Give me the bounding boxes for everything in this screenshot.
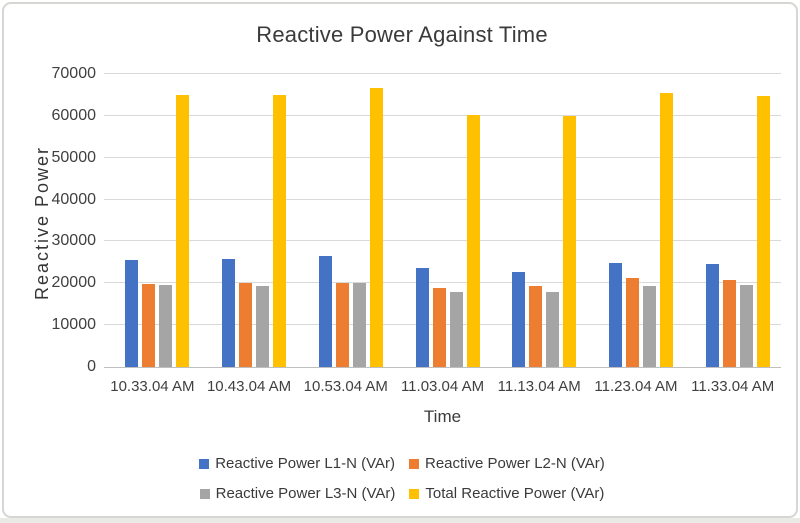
x-axis-title: Time <box>423 407 462 426</box>
bar <box>642 286 656 367</box>
bar-group-1 <box>104 74 201 367</box>
y-tick-label: 0 <box>87 358 96 375</box>
bar <box>125 260 139 367</box>
y-tick-label: 70000 <box>51 65 97 82</box>
y-tick-label: 40000 <box>51 191 97 208</box>
bar-group-6 <box>588 74 685 367</box>
legend-item: Reactive Power L2-N (VAr) <box>409 455 605 472</box>
bar <box>722 280 736 367</box>
plot-area <box>104 73 781 368</box>
gridline-y-60000 <box>104 115 781 116</box>
legend-label: Reactive Power L3-N (VAr) <box>215 485 396 502</box>
bar <box>449 292 463 367</box>
chart-title: Reactive Power Against Time <box>256 22 548 47</box>
legend-label: Reactive Power L2-N (VAr) <box>425 455 605 472</box>
x-tick-label: 10.43.04 AM <box>206 378 292 395</box>
y-tick-label: 10000 <box>51 316 97 333</box>
legend-row-1: Reactive Power L1-N (VAr) Reactive Power … <box>199 455 605 472</box>
legend-row-2: Reactive Power L3-N (VAr) Total Reactive … <box>199 485 604 502</box>
y-tick-label: 20000 <box>51 274 97 291</box>
bar <box>512 272 526 367</box>
gridline-y-40000 <box>104 199 781 200</box>
bar <box>625 278 639 367</box>
bar <box>318 256 332 367</box>
bar <box>608 263 622 367</box>
x-tick-label: 11.03.04 AM <box>400 378 485 395</box>
bar <box>529 286 543 367</box>
bar-group-5 <box>491 74 588 367</box>
legend-item: Total Reactive Power (VAr) <box>409 485 604 502</box>
x-tick-label: 11.13.04 AM <box>497 378 581 395</box>
bar <box>466 115 480 367</box>
bar <box>659 93 673 367</box>
legend-swatch <box>199 488 210 499</box>
bar <box>335 283 349 367</box>
bar <box>256 286 270 367</box>
legend-label: Reactive Power L1-N (VAr) <box>215 455 395 472</box>
x-tick-label: 11.33.04 AM <box>691 378 775 395</box>
bar <box>222 259 236 367</box>
y-tick-label: 30000 <box>51 232 97 249</box>
legend-swatch <box>199 458 210 469</box>
bar-group-2 <box>201 74 298 367</box>
bar <box>546 292 560 367</box>
y-axis-tick-labels: 0 10000 20000 30000 40000 50000 60000 70000 <box>4 4 97 404</box>
legend-item: Reactive Power L1-N (VAr) <box>199 455 395 472</box>
page-edge-strip <box>0 518 800 523</box>
legend-item: Reactive Power L3-N (VAr) <box>199 485 396 502</box>
bar <box>415 268 429 367</box>
legend-label: Total Reactive Power (VAr) <box>425 485 605 502</box>
bar-group-4 <box>394 74 491 367</box>
bar <box>705 264 719 367</box>
gridline-y-20000 <box>104 282 781 283</box>
bar <box>352 283 366 367</box>
x-tick-label: 10.53.04 AM <box>303 378 388 395</box>
bar <box>369 88 383 367</box>
bar <box>176 95 190 367</box>
bar <box>239 283 253 367</box>
legend-swatch <box>409 458 419 469</box>
bar <box>739 285 753 367</box>
y-tick-label: 60000 <box>51 107 97 124</box>
x-tick-label: 10.33.04 AM <box>110 378 195 395</box>
bar <box>756 96 770 367</box>
bar <box>273 95 287 367</box>
bar-group-7 <box>684 74 781 367</box>
x-tick-label: 11.23.04 AM <box>594 378 678 395</box>
legend-swatch <box>409 488 420 499</box>
x-axis-tick-labels: 10.33.04 AM 10.43.04 AM 10.53.04 AM 11.03.0… <box>104 378 781 395</box>
bar <box>563 116 577 367</box>
y-tick-label: 50000 <box>51 149 97 166</box>
gridline-y-30000 <box>104 240 781 241</box>
bar <box>142 284 156 367</box>
gridline-y-50000 <box>104 157 781 158</box>
bar-group-3 <box>297 74 394 367</box>
bar <box>432 288 446 367</box>
bar <box>159 285 173 367</box>
chart-legend: Reactive Power L1-N (VAr) Reactive Power … <box>4 455 800 502</box>
gridline-y-70000 <box>104 73 781 74</box>
